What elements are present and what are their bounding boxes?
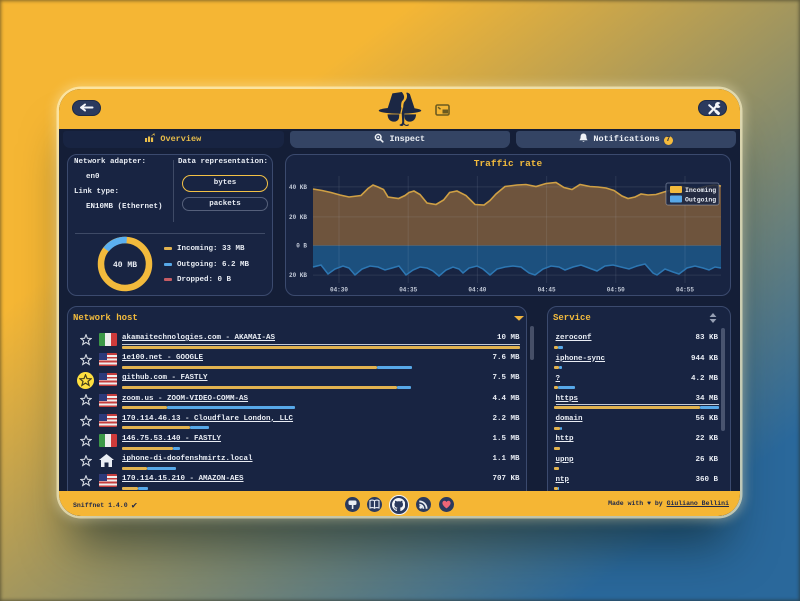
svg-text:04:50: 04:50 [607, 286, 625, 293]
svg-text:0 B: 0 B [296, 242, 307, 249]
svg-text:04:55: 04:55 [676, 286, 694, 293]
svg-text:04:30: 04:30 [330, 286, 348, 293]
svg-text:04:40: 04:40 [468, 286, 486, 293]
svg-text:Incoming: Incoming [685, 187, 716, 194]
svg-text:Outgoing: Outgoing [685, 196, 716, 203]
svg-text:40 KB: 40 KB [289, 183, 307, 190]
svg-text:40 MB: 40 MB [113, 261, 137, 270]
svg-text:20 KB: 20 KB [289, 272, 307, 279]
svg-text:04:35: 04:35 [399, 286, 417, 293]
svg-text:20 KB: 20 KB [289, 213, 307, 220]
svg-text:04:45: 04:45 [538, 286, 556, 293]
